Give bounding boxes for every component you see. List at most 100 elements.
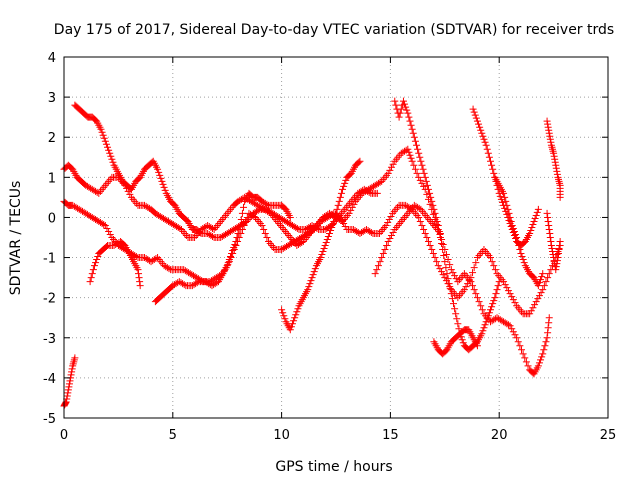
data-point bbox=[71, 354, 79, 362]
data-point bbox=[545, 129, 553, 137]
data-point bbox=[209, 224, 217, 232]
data-point bbox=[552, 263, 560, 271]
y-tick-label: 4 bbox=[48, 51, 56, 66]
data-point bbox=[98, 128, 106, 136]
data-point bbox=[441, 274, 449, 282]
data-point bbox=[469, 269, 477, 277]
data-point bbox=[528, 223, 536, 231]
data-point bbox=[411, 165, 419, 173]
data-point bbox=[551, 155, 559, 163]
data-point bbox=[101, 221, 109, 229]
data-point bbox=[329, 220, 337, 228]
data-point bbox=[234, 229, 242, 237]
data-point bbox=[105, 146, 113, 154]
data-point bbox=[373, 266, 381, 274]
data-point bbox=[321, 242, 329, 250]
data-point bbox=[136, 282, 144, 290]
data-point bbox=[337, 189, 345, 197]
data-point bbox=[515, 242, 523, 250]
data-point bbox=[545, 270, 553, 278]
series-arc-10 bbox=[430, 326, 481, 358]
data-point bbox=[414, 145, 422, 153]
data-point bbox=[534, 282, 542, 290]
data-point bbox=[484, 149, 492, 157]
data-point bbox=[90, 262, 98, 270]
data-point bbox=[518, 253, 526, 261]
data-point bbox=[323, 236, 331, 244]
data-point bbox=[553, 260, 561, 268]
series-arc-4 bbox=[71, 101, 381, 241]
data-point bbox=[506, 290, 514, 298]
data-point bbox=[105, 227, 113, 235]
data-point bbox=[345, 209, 353, 217]
data-point bbox=[537, 276, 545, 284]
data-point bbox=[488, 161, 496, 169]
data-point bbox=[320, 245, 328, 253]
data-point bbox=[103, 224, 111, 232]
data-point bbox=[543, 334, 551, 342]
data-point bbox=[132, 253, 140, 261]
data-point bbox=[546, 234, 554, 241]
data-point bbox=[409, 129, 417, 137]
data-point bbox=[469, 282, 477, 290]
data-point bbox=[135, 270, 143, 278]
data-point bbox=[238, 209, 246, 217]
data-point bbox=[406, 151, 414, 159]
data-point bbox=[547, 238, 555, 246]
data-point bbox=[544, 274, 552, 282]
data-point bbox=[378, 254, 386, 262]
data-point bbox=[436, 234, 444, 241]
data-point bbox=[406, 117, 414, 125]
data-point bbox=[439, 241, 447, 249]
data-point bbox=[546, 229, 554, 237]
y-axis-label: SDTVAR / TECUs bbox=[8, 181, 24, 296]
data-point bbox=[286, 326, 294, 334]
data-point bbox=[534, 295, 542, 303]
axes: 0 5 10 15 20 25 -5 -4 -3 -2 -1 0 1 2 3 4 bbox=[43, 51, 616, 443]
data-point bbox=[102, 140, 110, 148]
data-point bbox=[503, 284, 511, 292]
data-point bbox=[387, 163, 395, 171]
data-point bbox=[101, 137, 109, 145]
data-point bbox=[335, 197, 343, 205]
data-point bbox=[420, 225, 428, 233]
data-point bbox=[407, 121, 415, 129]
data-point bbox=[379, 250, 387, 258]
data-points bbox=[60, 97, 564, 410]
data-point bbox=[475, 298, 483, 306]
data-point bbox=[504, 287, 512, 295]
data-point bbox=[453, 315, 461, 323]
data-point bbox=[384, 238, 392, 246]
x-tick-label: 10 bbox=[273, 428, 290, 443]
data-point bbox=[498, 198, 506, 206]
data-point bbox=[454, 320, 462, 328]
data-point bbox=[241, 218, 249, 226]
data-point bbox=[419, 165, 427, 173]
data-point bbox=[470, 286, 478, 294]
data-point bbox=[545, 225, 553, 233]
data-point bbox=[340, 219, 348, 227]
data-point bbox=[154, 165, 162, 173]
series-arc-12 bbox=[491, 173, 547, 290]
data-point bbox=[384, 169, 392, 177]
data-point bbox=[63, 392, 71, 400]
data-point bbox=[410, 133, 418, 141]
data-point bbox=[410, 161, 418, 169]
data-point bbox=[209, 232, 217, 240]
data-point bbox=[520, 259, 528, 267]
data-point bbox=[503, 201, 511, 209]
data-point bbox=[485, 309, 493, 317]
data-point bbox=[339, 185, 347, 193]
data-point bbox=[551, 158, 559, 166]
data-point bbox=[68, 368, 76, 376]
data-point bbox=[486, 306, 494, 314]
data-point bbox=[553, 167, 561, 175]
data-point bbox=[389, 160, 397, 168]
data-point bbox=[229, 247, 237, 255]
y-tick-label: -4 bbox=[43, 372, 56, 387]
data-point bbox=[476, 123, 484, 131]
data-point bbox=[467, 274, 475, 282]
data-point bbox=[518, 346, 526, 354]
y-tick-label: 1 bbox=[48, 171, 56, 186]
data-point bbox=[510, 227, 518, 235]
